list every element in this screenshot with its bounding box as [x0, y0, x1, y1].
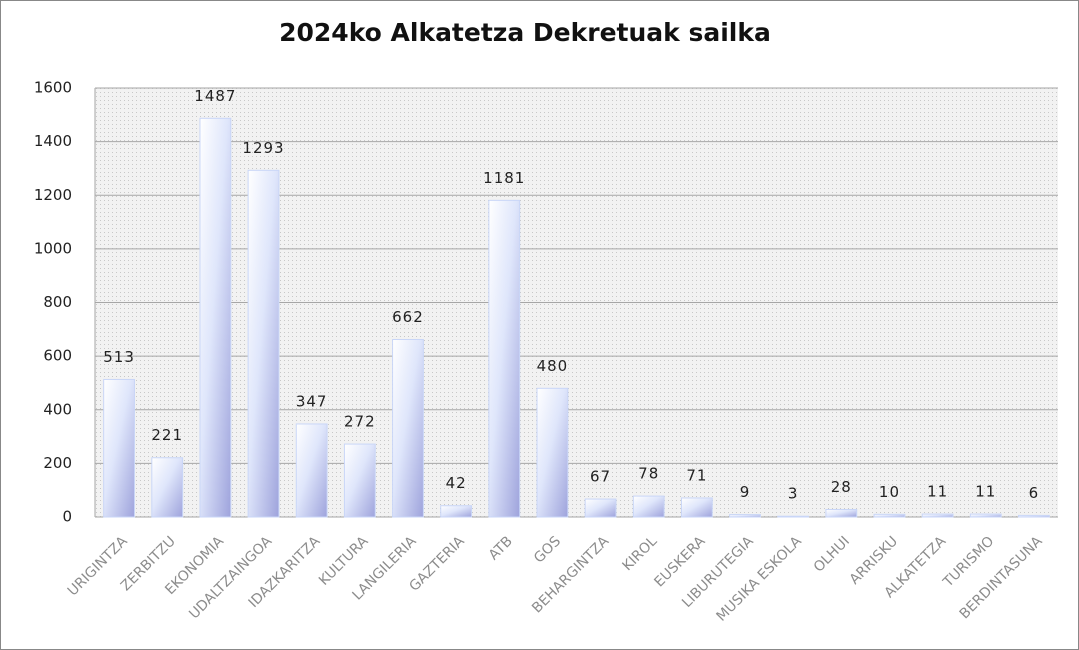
bar — [825, 508, 858, 518]
y-tick-label: 1200 — [34, 186, 72, 204]
bar — [247, 169, 280, 518]
bar — [584, 498, 617, 518]
value-label: 3 — [788, 485, 799, 503]
y-tick-label: 1000 — [34, 239, 72, 257]
value-label: 67 — [590, 468, 611, 486]
bar — [199, 117, 232, 518]
value-label: 662 — [392, 308, 424, 326]
y-tick-label: 600 — [43, 347, 72, 365]
value-label: 42 — [446, 474, 467, 492]
value-label: 221 — [151, 426, 183, 444]
value-label: 6 — [1029, 484, 1040, 502]
bar — [873, 513, 906, 518]
bar — [536, 387, 569, 518]
y-tick-label: 0 — [62, 508, 72, 526]
value-label: 78 — [638, 465, 659, 483]
bar — [151, 457, 184, 518]
bar — [103, 378, 135, 518]
value-label: 480 — [537, 357, 569, 375]
y-tick-label: 1400 — [34, 132, 72, 150]
bar — [488, 199, 521, 518]
bar — [632, 495, 665, 518]
bar — [777, 515, 810, 518]
bar — [392, 339, 424, 518]
value-label: 1293 — [242, 139, 284, 157]
y-tick-label: 1600 — [34, 79, 72, 97]
value-label: 513 — [103, 348, 135, 366]
bar — [921, 513, 954, 518]
bar — [680, 497, 713, 518]
value-label: 71 — [686, 466, 707, 484]
value-label: 10 — [879, 483, 900, 501]
value-label: 28 — [831, 478, 852, 496]
value-label: 9 — [740, 483, 751, 501]
chart-title: 2024ko Alkatetza Dekretuak sailka — [279, 18, 771, 47]
value-label: 347 — [296, 392, 328, 410]
bar — [343, 443, 376, 518]
value-label: 272 — [344, 413, 376, 431]
bar — [729, 514, 761, 518]
bar — [969, 513, 1002, 518]
bar — [1018, 514, 1050, 518]
value-label: 11 — [975, 483, 996, 501]
bar — [440, 505, 473, 518]
bar — [295, 423, 328, 518]
value-label: 11 — [927, 483, 948, 501]
value-label: 1181 — [483, 169, 525, 187]
y-tick-label: 200 — [43, 454, 72, 472]
y-tick-label: 800 — [43, 293, 72, 311]
y-tick-label: 400 — [43, 400, 72, 418]
value-label: 1487 — [194, 87, 236, 105]
